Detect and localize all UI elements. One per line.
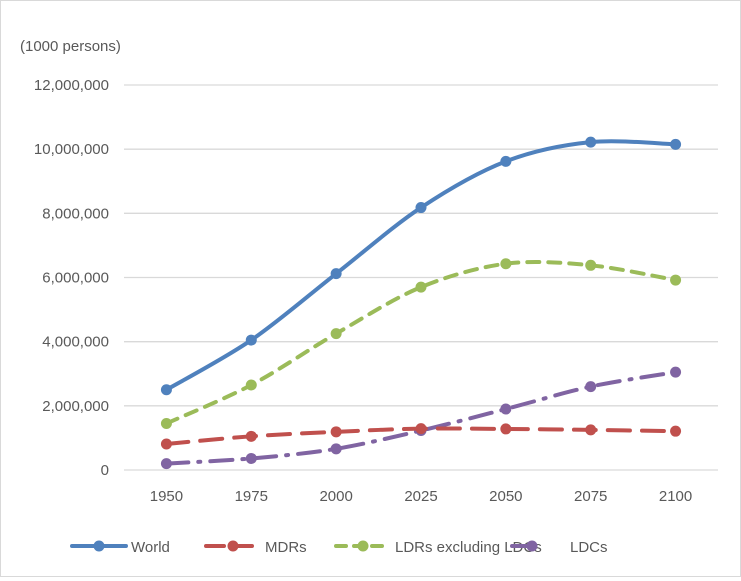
data-point <box>160 438 172 450</box>
series-mdrs <box>160 423 682 450</box>
series-layer <box>160 136 682 470</box>
legend-marker-icon <box>93 540 105 552</box>
data-point <box>500 155 512 167</box>
y-tick-label: 8,000,000 <box>42 205 109 222</box>
data-point <box>415 281 427 293</box>
data-point <box>245 379 257 391</box>
data-point <box>245 452 257 464</box>
y-tick-label: 6,000,000 <box>42 270 109 287</box>
x-tick-labels: 1950 1975 2000 2025 2050 2075 2100 <box>150 488 693 505</box>
legend-item: MDRs <box>204 539 307 556</box>
data-point <box>245 430 257 442</box>
legend-marker-icon <box>357 540 369 552</box>
data-point <box>670 274 682 286</box>
x-tick-label: 1950 <box>150 488 183 505</box>
series-ldcs <box>160 366 682 470</box>
data-point <box>585 424 597 436</box>
data-point <box>330 328 342 340</box>
unit-label: (1000 persons) <box>20 38 121 55</box>
gridlines <box>124 84 718 471</box>
data-point <box>330 443 342 455</box>
legend-label: MDRs <box>265 539 307 556</box>
data-point <box>415 202 427 214</box>
data-point <box>500 423 512 435</box>
data-point <box>160 458 172 470</box>
y-tick-labels: 0 2,000,000 4,000,000 6,000,000 8,000,000 10,… <box>34 77 109 479</box>
y-tick-label: 0 <box>101 462 109 479</box>
legend-item: LDRs excluding LDCs <box>334 539 542 556</box>
legend-marker-icon <box>526 540 538 552</box>
data-point <box>415 423 427 435</box>
x-tick-label: 1975 <box>235 488 268 505</box>
data-point <box>670 138 682 150</box>
legend-label: World <box>131 539 170 556</box>
legend-item: World <box>70 539 170 556</box>
data-point <box>160 384 172 396</box>
legend-label: LDCs <box>570 539 608 556</box>
legend: World MDRs LDRs excluding LDCs LDCs <box>70 539 608 556</box>
data-point <box>500 403 512 415</box>
data-point <box>670 366 682 378</box>
legend-label: LDRs excluding LDCs <box>395 539 542 556</box>
series-line <box>164 370 678 466</box>
data-point <box>330 268 342 280</box>
data-point <box>585 381 597 393</box>
data-point <box>670 425 682 437</box>
data-point <box>245 334 257 346</box>
data-point <box>585 259 597 271</box>
data-point <box>500 258 512 270</box>
y-tick-label: 2,000,000 <box>42 398 109 415</box>
data-point <box>330 426 342 438</box>
x-tick-label: 2000 <box>319 488 352 505</box>
data-point <box>585 136 597 148</box>
x-tick-label: 2100 <box>659 488 692 505</box>
y-tick-label: 4,000,000 <box>42 334 109 351</box>
x-tick-label: 2075 <box>574 488 607 505</box>
x-tick-label: 2050 <box>489 488 522 505</box>
data-point <box>160 417 172 429</box>
legend-marker-icon <box>227 540 239 552</box>
series-world <box>160 136 682 396</box>
x-tick-label: 2025 <box>404 488 437 505</box>
series-ldrs-excluding-ldcs <box>160 258 682 429</box>
legend-item: LDCs <box>510 539 608 556</box>
y-tick-label: 10,000,000 <box>34 141 109 158</box>
y-tick-label: 12,000,000 <box>34 77 109 94</box>
